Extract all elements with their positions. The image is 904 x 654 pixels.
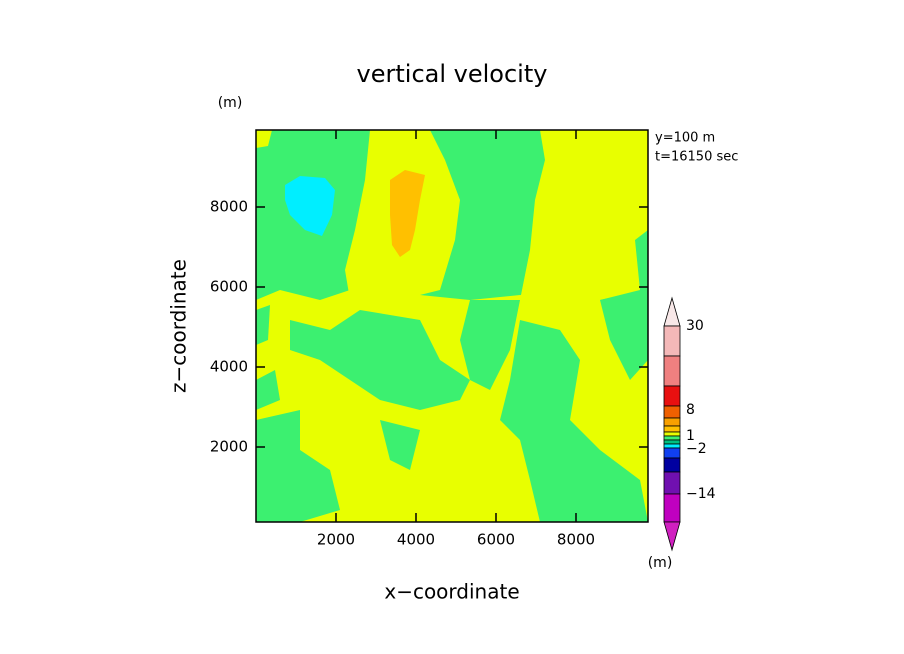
colorbar [663,296,681,552]
colorbar-swatch [663,355,681,387]
contour-region [460,300,520,390]
colorbar-swatch [663,471,681,495]
colorbar-swatch [663,405,681,419]
contour-region [256,130,272,148]
chart-title: vertical velocity [357,60,548,88]
contour-region [256,305,270,345]
colorbar-unit: (m) [648,555,673,571]
x-tick-label: 2000 [317,531,355,549]
contour-region [290,310,470,410]
colorbar-cap [663,296,681,327]
colorbar-label: 1 [686,428,695,444]
contour-field [256,130,648,522]
y-tick-label: 4000 [210,358,248,376]
x-tick-label: 8000 [557,531,595,549]
annotation: y=100 m [655,131,715,146]
x-tick-label: 6000 [477,531,515,549]
colorbar-swatch [663,457,681,473]
x-tick-label: 4000 [397,531,435,549]
contour-region [256,370,280,410]
contour-region [380,420,420,470]
colorbar-label: −2 [686,441,707,457]
colorbar-swatch [663,447,681,459]
annotation: t=16150 sec [655,150,738,165]
colorbar-label: 30 [686,318,704,334]
colorbar-swatch [663,431,681,437]
colorbar-label: 8 [686,402,695,418]
colorbar-swatch [663,439,681,445]
colorbar-swatch [663,417,681,427]
contour-region [500,320,648,522]
colorbar-swatch [663,325,681,357]
y-tick-label: 6000 [210,278,248,296]
colorbar-swatch [663,425,681,433]
contour-region [285,176,335,236]
y-unit: (m) [218,95,243,111]
contour-region [520,130,648,300]
colorbar-cap [663,521,681,552]
contour-region [390,170,425,257]
colorbar-swatch [663,443,681,449]
colorbar-swatch [663,493,681,523]
colorbar-swatch [663,435,681,441]
y-tick-label: 2000 [210,438,248,456]
y-tick-label: 8000 [210,198,248,216]
colorbar-label: −14 [686,486,716,502]
colorbar-swatch [663,385,681,407]
contour-region [600,290,648,380]
y-axis-label: z−coordinate [167,259,191,393]
plot-frame [255,129,649,523]
contour-region [256,410,340,522]
x-axis-label: x−coordinate [384,580,519,604]
